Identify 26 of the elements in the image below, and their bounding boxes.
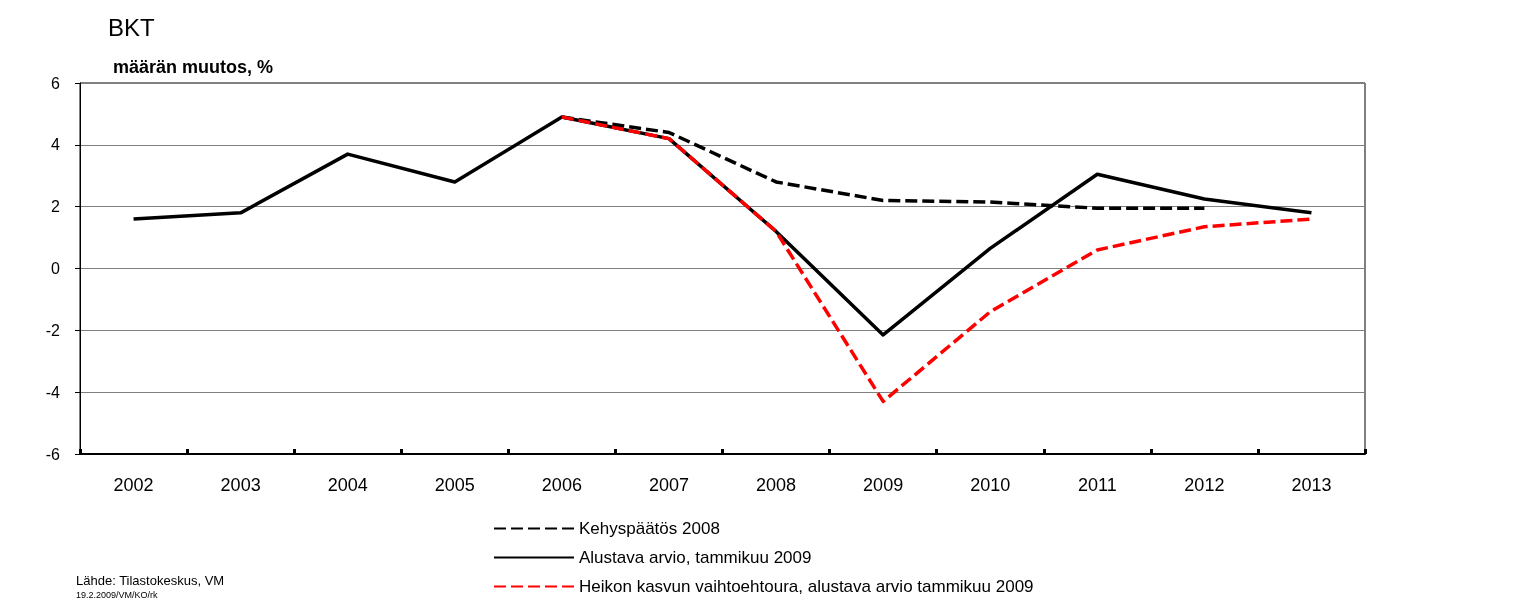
text: 19.2.2009/VM/KO/rk — [76, 589, 159, 600]
legend-label: Alustava arvio, tammikuu 2009 — [579, 548, 812, 567]
y-tick-label: -6 — [45, 445, 61, 463]
x-tick-label: 2004 — [327, 475, 368, 495]
x-tick-label: 2013 — [1291, 475, 1332, 495]
y-tick-label: 4 — [51, 136, 61, 154]
x-tick-label: 2009 — [863, 475, 904, 495]
y-tick-label: 2 — [51, 198, 61, 216]
x-tick-label: 2008 — [756, 475, 797, 495]
chart-title: BKT — [108, 13, 156, 41]
x-tick-label: 2012 — [1184, 475, 1225, 495]
x-tick-label: 2003 — [220, 475, 261, 495]
x-tick-label: 2002 — [113, 475, 154, 495]
legend-label: Heikon kasvun vaihtoehtoura, alustava arvio tammikuu 2009 — [579, 577, 1034, 596]
y-tick-label: 0 — [51, 260, 61, 277]
x-tick-label: 2011 — [1077, 475, 1117, 495]
y-axis-title: määrän muutos, % — [113, 57, 274, 77]
x-tick-label: 2007 — [648, 475, 689, 495]
y-tick-label: -4 — [45, 383, 61, 401]
y-tick-label: -2 — [45, 321, 61, 339]
x-tick-label: 2005 — [434, 475, 475, 495]
text: Lähde: Tilastokeskus, VM — [76, 573, 225, 588]
legend-label: Kehyspäätös 2008 — [579, 519, 720, 538]
y-tick-label: 6 — [51, 74, 61, 92]
x-tick-label: 2006 — [541, 475, 582, 495]
x-tick-label: 2010 — [970, 475, 1011, 495]
